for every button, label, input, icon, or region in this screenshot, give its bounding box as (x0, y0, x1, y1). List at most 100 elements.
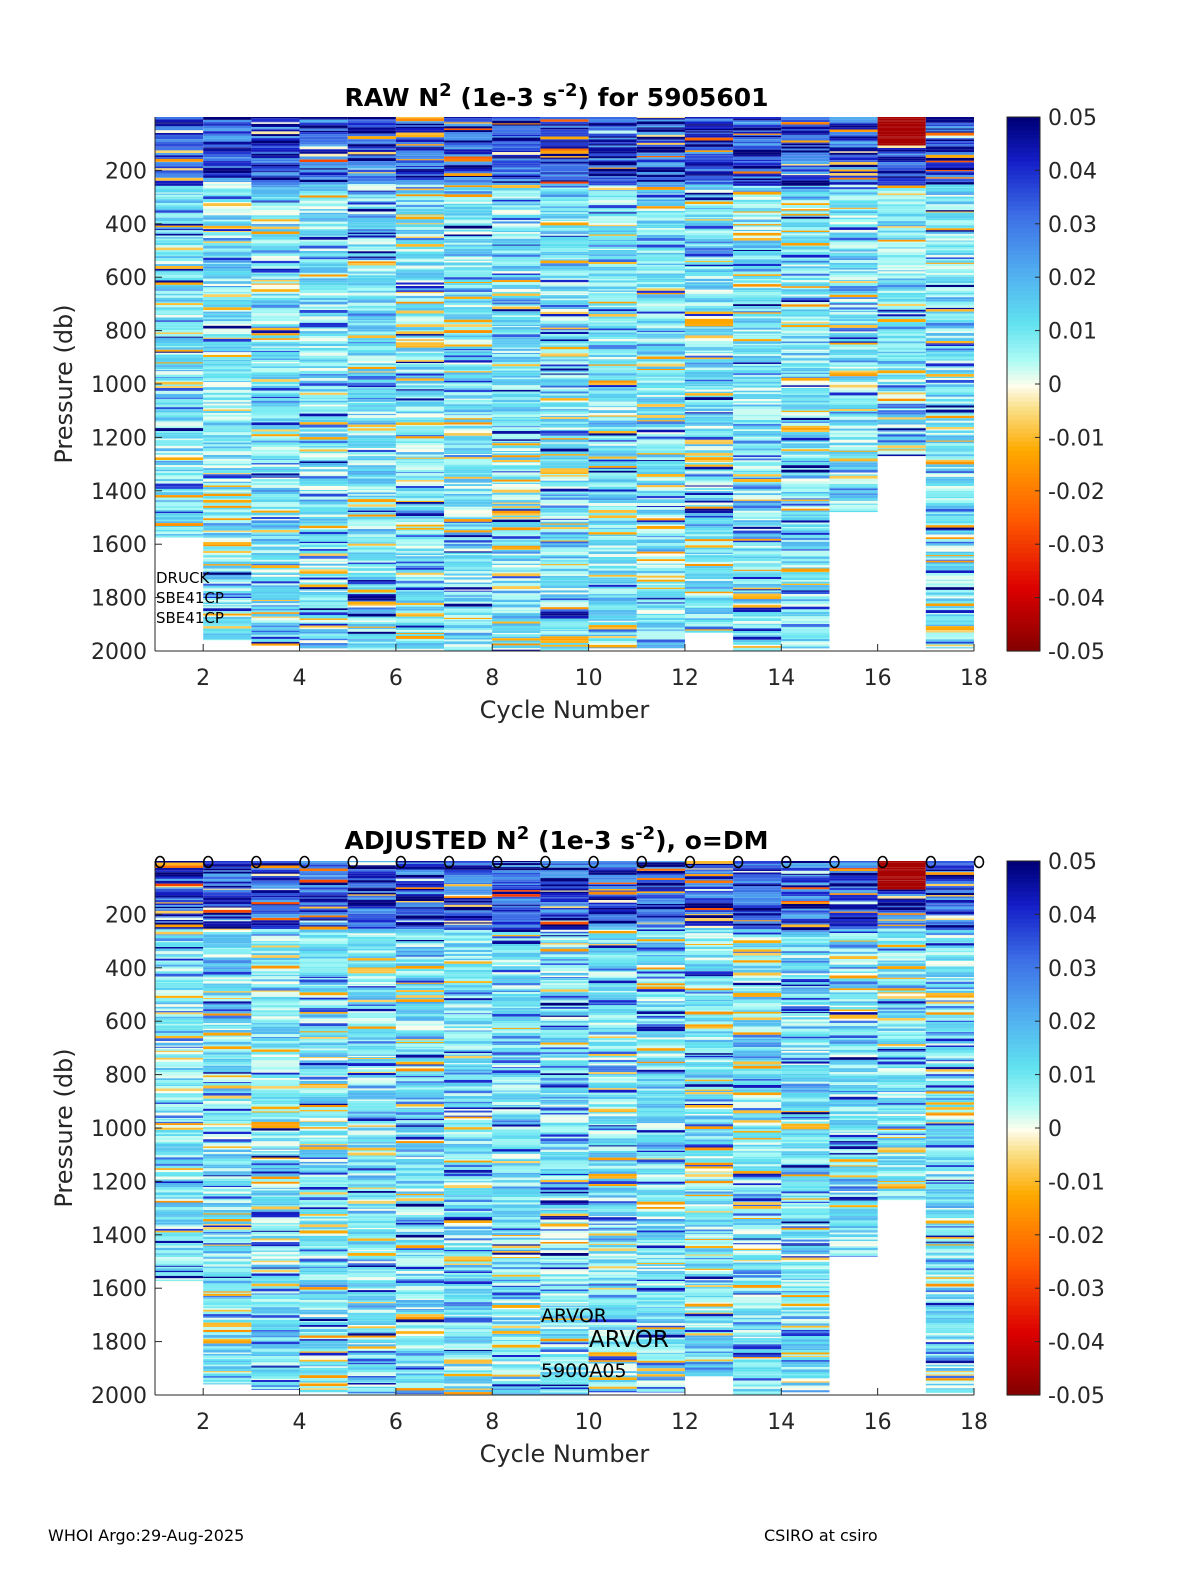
heatmap-cell (299, 553, 348, 556)
heatmap-cell (636, 392, 685, 396)
heatmap-cell (492, 476, 541, 480)
heatmap-cell (877, 450, 926, 454)
heatmap-cell (155, 457, 204, 461)
heatmap-cell (299, 518, 348, 521)
heatmap-cell (251, 279, 300, 282)
heatmap-cell (684, 576, 734, 580)
heatmap-cell (155, 1022, 204, 1024)
heatmap-cell (781, 137, 830, 141)
heatmap-cell (203, 1116, 252, 1120)
heatmap-cell (203, 352, 252, 355)
heatmap-cell (203, 479, 252, 482)
heatmap-cell (395, 563, 445, 565)
heatmap-cell (299, 444, 348, 446)
heatmap-cell (299, 162, 348, 165)
heatmap-cell (684, 543, 734, 546)
heatmap-cell (877, 191, 926, 194)
heatmap-cell (492, 198, 541, 200)
colorbar-segment (1007, 125, 1040, 131)
heatmap-cell (444, 519, 493, 522)
heatmap-cell (395, 234, 445, 237)
heatmap-cell (781, 408, 830, 411)
heatmap-cell (492, 492, 541, 495)
heatmap-cell (203, 221, 252, 224)
heatmap-cell (684, 169, 734, 171)
heatmap-cell (733, 646, 782, 648)
heatmap-cell (444, 335, 493, 337)
heatmap-cell (636, 448, 685, 451)
heatmap-cell (155, 951, 204, 955)
heatmap-cell (203, 1191, 252, 1194)
heatmap-cell (155, 1030, 204, 1034)
heatmap-cell (492, 118, 541, 121)
heatmap-cell (540, 345, 589, 347)
heatmap-cell (203, 485, 252, 488)
heatmap-cell (781, 176, 830, 180)
heatmap-cell (155, 471, 204, 473)
heatmap-cell (877, 351, 926, 354)
heatmap-cell (925, 263, 974, 267)
heatmap-cell (829, 331, 878, 333)
heatmap-cell (299, 178, 348, 180)
heatmap-cell (444, 267, 493, 269)
heatmap-cell (492, 340, 541, 343)
heatmap-cell (203, 275, 252, 277)
heatmap-cell (492, 221, 541, 224)
heatmap-cell (588, 625, 637, 627)
heatmap-cell (395, 355, 445, 358)
heatmap-cell (347, 612, 396, 614)
x-tick-label: 6 (389, 666, 403, 691)
heatmap-cell (203, 1152, 252, 1154)
heatmap-cell (347, 440, 396, 444)
heatmap-cell (636, 522, 685, 525)
heatmap-cell (155, 1073, 204, 1077)
heatmap-cell (251, 490, 300, 492)
heatmap-cell (203, 502, 252, 506)
heatmap-cell (395, 229, 445, 232)
heatmap-cell (299, 139, 348, 143)
heatmap-cell (155, 966, 204, 969)
heatmap-cell (829, 264, 878, 268)
heatmap-cell (636, 457, 685, 461)
heatmap-cell (636, 229, 685, 233)
heatmap-cell (492, 503, 541, 506)
heatmap-cell (781, 620, 830, 623)
heatmap-cell (347, 529, 396, 532)
heatmap-cell (347, 173, 396, 176)
heatmap-cell (444, 466, 493, 470)
heatmap-cell (203, 252, 252, 255)
heatmap-cell (299, 632, 348, 634)
heatmap-cell (781, 335, 830, 339)
heatmap-cell (155, 1047, 204, 1050)
heatmap-cell (925, 557, 974, 560)
heatmap-cell (155, 1270, 204, 1273)
heatmap-cell (588, 537, 637, 539)
heatmap-cell (347, 539, 396, 543)
heatmap-cell (299, 361, 348, 364)
heatmap-cell (733, 512, 782, 514)
heatmap-cell (203, 870, 252, 872)
heatmap-cell (395, 175, 445, 178)
heatmap-cell (347, 278, 396, 281)
heatmap-cell (925, 516, 974, 519)
heatmap-cell (829, 167, 878, 170)
heatmap-cell (492, 414, 541, 418)
heatmap-cell (540, 529, 589, 533)
heatmap-cell (684, 186, 734, 188)
heatmap-cell (347, 589, 396, 593)
heatmap-cell (588, 380, 637, 383)
heatmap-cell (251, 572, 300, 574)
heatmap-cell (877, 177, 926, 180)
title-segment: ) for 5905601 (578, 83, 769, 112)
heatmap-cell (155, 431, 204, 433)
heatmap-cell (251, 313, 300, 316)
heatmap-cell (155, 501, 204, 504)
colorbar-segment (1007, 424, 1040, 430)
heatmap-cell (733, 644, 782, 647)
heatmap-cell (155, 126, 204, 129)
heatmap-cell (829, 426, 878, 429)
heatmap-cell (540, 218, 589, 220)
heatmap-cell (636, 363, 685, 367)
colorbar-segment (1007, 250, 1040, 256)
heatmap-cell (877, 381, 926, 385)
